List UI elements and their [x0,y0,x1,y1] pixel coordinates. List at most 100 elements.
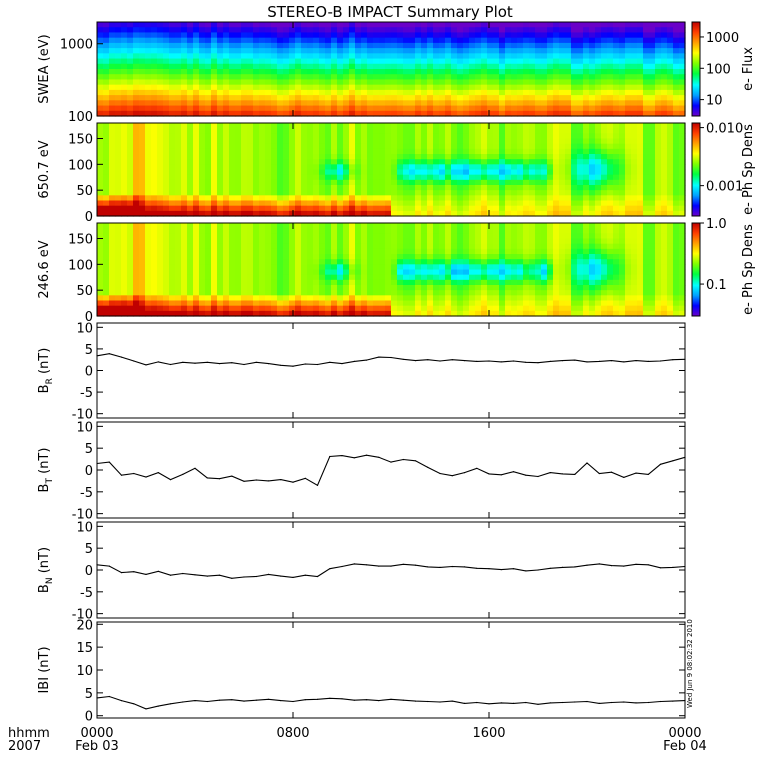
heatmap-cell [151,95,158,101]
heatmap-cell [253,200,260,207]
heatmap-cell [103,254,110,260]
heatmap-cell [151,22,158,28]
heatmap-cell [169,174,176,181]
heatmap-cell [337,305,344,312]
heatmap-cell [445,42,452,49]
heatmap-cell [271,143,278,150]
heatmap-cell [367,228,374,234]
heatmap-cell [637,133,644,140]
heatmap-cell [163,264,170,271]
heatmap-cell [523,179,530,186]
heatmap-cell [199,285,206,291]
heatmap-cell [631,48,638,54]
heatmap-cell [601,185,608,191]
heatmap-cell [451,205,458,212]
heatmap-cell [355,133,362,140]
heatmap-cell [235,179,242,186]
heatmap-cell [157,148,164,155]
heatmap-cell [331,100,338,107]
heatmap-cell [199,274,206,281]
heatmap-cell [337,48,344,54]
heatmap-cell [547,210,554,217]
heatmap-cell [415,200,422,207]
colorbar [691,122,701,217]
heatmap-cell [511,79,518,86]
heatmap-cell [409,133,416,140]
heatmap-cell [295,238,302,245]
heatmap-cell [127,223,134,229]
heatmap-cell [679,100,686,107]
heatmap-cell [463,254,470,260]
heatmap-cell [571,95,578,101]
heatmap-cell [589,95,596,101]
heatmap-cell [217,210,224,217]
heatmap-cell [583,190,590,196]
heatmap-cell [493,133,500,140]
heatmap-cell [505,58,512,65]
heatmap-cell [661,37,668,44]
heatmap-cell [607,123,614,129]
heatmap-cell [385,190,392,196]
heatmap-cell [403,138,410,145]
heatmap-cell [127,228,134,234]
heatmap-cell [463,105,470,112]
heatmap-cell [427,290,434,296]
heatmap-cell [271,89,278,96]
heatmap-cell [325,179,332,186]
heatmap-cell [115,105,122,112]
heatmap-cell [385,295,392,302]
heatmap-cell [103,53,110,60]
heatmap-cell [445,164,452,171]
heatmap-cell [541,79,548,86]
heatmap-cell [565,48,572,54]
heatmap-cell [523,174,530,181]
heatmap-cell [109,179,116,186]
heatmap-cell [481,274,488,281]
heatmap-cell [415,148,422,155]
heatmap-cell [571,32,578,39]
heatmap-cell [103,269,110,276]
heatmap-cell [547,285,554,291]
heatmap-cell [661,179,668,186]
heatmap-cell [265,295,272,302]
heatmap-cell [403,48,410,54]
heatmap-cell [169,269,176,276]
heatmap-cell [643,63,650,70]
heatmap-cell [607,148,614,155]
heatmap-cell [481,53,488,60]
heatmap-cell [559,205,566,212]
heatmap-cell [571,123,578,129]
heatmap-cell [415,210,422,217]
heatmap-cell [331,310,338,317]
heatmap-cell [547,42,554,49]
heatmap-cell [109,300,116,307]
heatmap-cell [169,22,176,28]
heatmap-cell [109,53,116,60]
heatmap-cell [313,305,320,312]
heatmap-cell [205,138,212,145]
heatmap-cell [331,300,338,307]
heatmap-cell [241,110,248,117]
heatmap-cell [235,63,242,70]
heatmap-cell [499,264,506,271]
heatmap-cell [295,179,302,186]
heatmap-cell [601,105,608,112]
heatmap-cell [115,159,122,165]
heatmap-cell [631,69,638,75]
heatmap-cell [469,205,476,212]
heatmap-cell [259,154,266,160]
heatmap-cell [181,259,188,265]
heatmap-cell [373,128,380,134]
heatmap-cell [331,295,338,302]
heatmap-cell [337,300,344,307]
heatmap-cell [415,74,422,81]
heatmap-cell [397,84,404,91]
heatmap-cell [457,110,464,117]
heatmap-cell [127,285,134,291]
heatmap-cell [631,42,638,49]
heatmap-cell [457,148,464,155]
heatmap-cell [187,79,194,86]
heatmap-cell [193,243,200,250]
heatmap-cell [379,310,386,317]
